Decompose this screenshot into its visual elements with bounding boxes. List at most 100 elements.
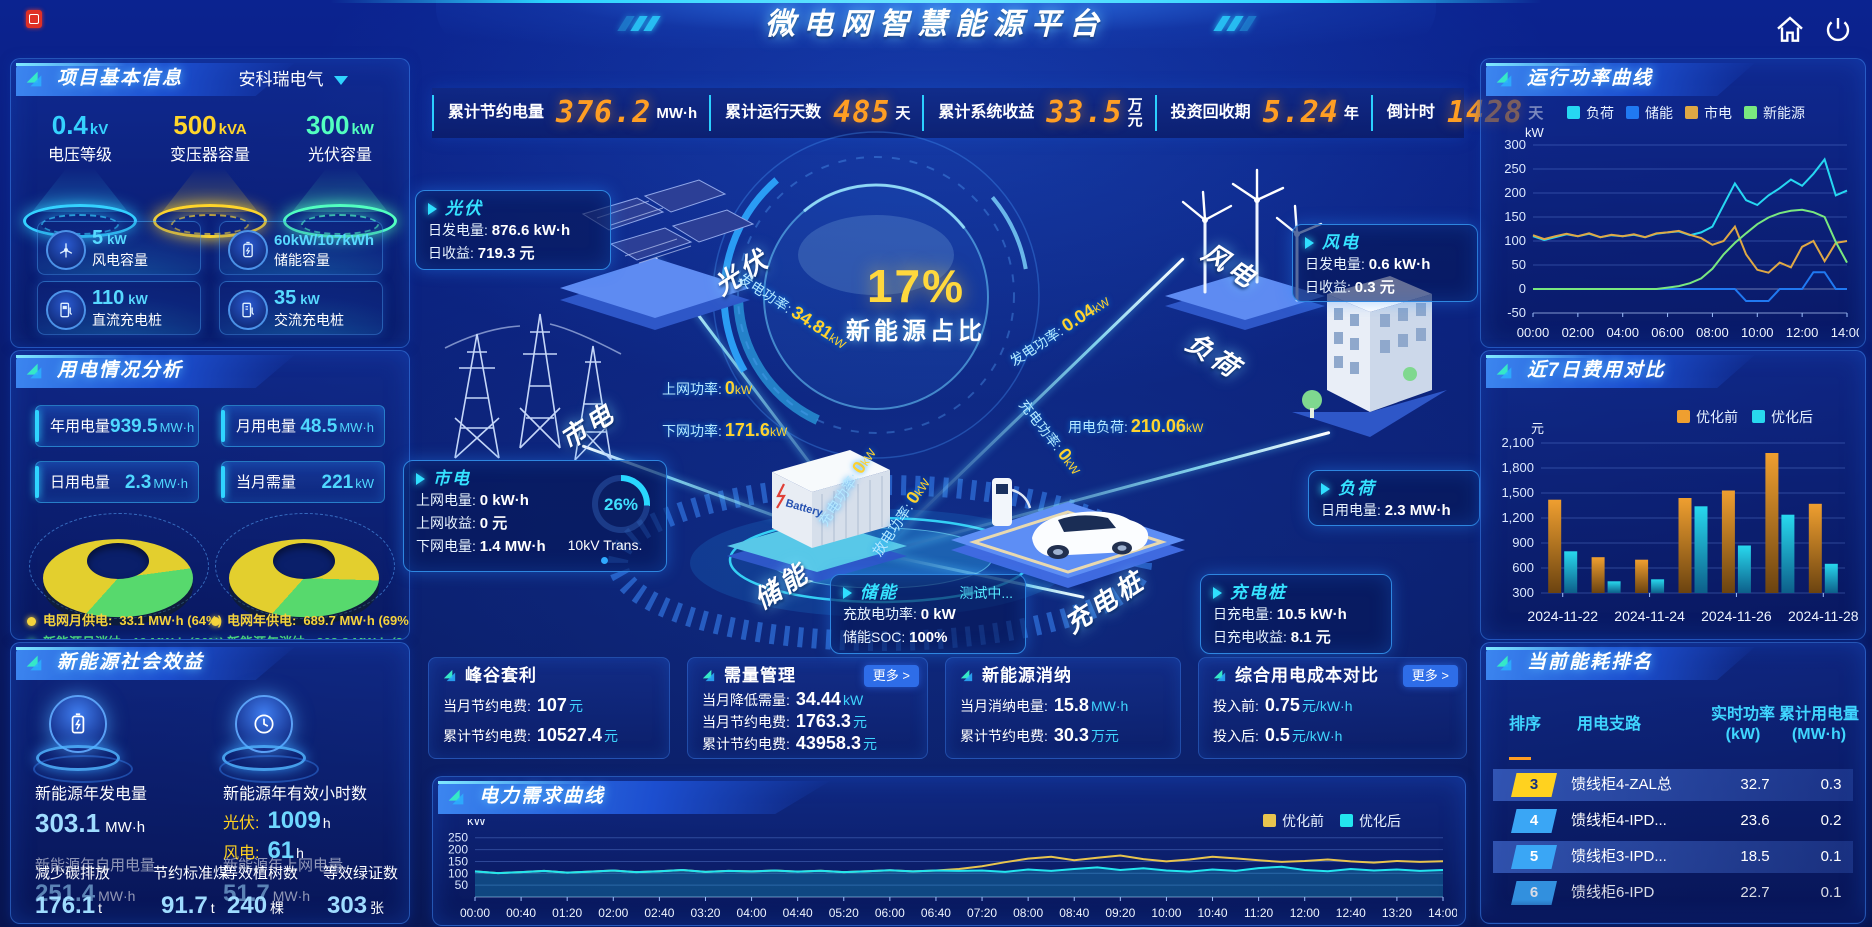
benefit-co2-unit: t bbox=[98, 900, 102, 916]
ghost-feed-in-unit: MW·h bbox=[272, 888, 311, 904]
benefit-gen-unit: MW·h bbox=[105, 819, 146, 836]
project-select[interactable]: 安科瑞电气 bbox=[203, 69, 383, 91]
info-box-title: 风电 bbox=[1322, 233, 1360, 252]
svg-text:300: 300 bbox=[1512, 585, 1534, 600]
card-title: 需量管理 bbox=[724, 666, 796, 685]
more-button[interactable]: 更多 > bbox=[863, 665, 919, 687]
legend-item[interactable]: 储能 bbox=[1626, 105, 1673, 121]
rank-badge: 6 bbox=[1511, 881, 1557, 905]
svg-text:2024-11-28: 2024-11-28 bbox=[1788, 608, 1859, 624]
svg-text:05:20: 05:20 bbox=[829, 906, 859, 920]
stat-unit: MW·h bbox=[339, 419, 374, 435]
svg-text:200: 200 bbox=[448, 843, 468, 857]
info-box-storage: 储能 测试中... 充放电功率: 0 kW 储能SOC: 100% bbox=[830, 574, 1026, 654]
card-label: 直流充电桩 bbox=[92, 312, 162, 328]
col-header-energy-unit: (MW·h) bbox=[1791, 726, 1847, 743]
capacity-card-wind: 5 kW 风电容量 bbox=[37, 221, 201, 275]
table-row[interactable]: 6 馈线柜6-IPD 22.7 0.1 bbox=[1493, 877, 1853, 909]
stat-value: 2.3 bbox=[124, 471, 152, 493]
svg-text:14:00: 14:00 bbox=[1831, 325, 1859, 340]
card-corner-icon bbox=[960, 669, 973, 682]
card-unit: kW bbox=[128, 292, 148, 307]
benefit-cert-label: 等效绿证数 bbox=[323, 865, 399, 882]
kpi-label: 倒计时 bbox=[1386, 104, 1435, 121]
more-button[interactable]: 更多 > bbox=[1402, 665, 1458, 687]
legend-item[interactable]: 优化前 bbox=[1263, 813, 1324, 829]
kpi-unit: MW·h bbox=[656, 104, 698, 122]
benefit-cert-unit: 张 bbox=[370, 900, 385, 916]
legend-dot bbox=[211, 616, 220, 626]
chevron-right-icon bbox=[428, 203, 437, 215]
kpi-value: 376.2 bbox=[556, 95, 652, 130]
ghost-feed-in-value: 51.7 bbox=[223, 880, 270, 907]
svg-text:09:20: 09:20 bbox=[1105, 906, 1135, 920]
benefit-cert-value: 303 bbox=[327, 892, 368, 919]
energy-cell: 0.3 bbox=[1820, 776, 1842, 793]
card-value: 5 bbox=[92, 227, 104, 249]
svg-text:08:00: 08:00 bbox=[1013, 906, 1043, 920]
card-renewable-consumption: 新能源消纳 当月消纳电量: 15.8 MW·h 累计节约电费: 30.3 万元 bbox=[945, 657, 1181, 759]
power-cell: 18.5 bbox=[1740, 848, 1770, 865]
panel-title: 项目基本信息 bbox=[57, 68, 184, 89]
stat-value: 939.5 bbox=[110, 415, 158, 437]
svg-text:150: 150 bbox=[448, 854, 468, 868]
panel-project-info: 项目基本信息 安科瑞电气 0.4 kV 电压等级 500 kVA 变压器容量 300… bbox=[10, 58, 410, 348]
flow-load-power: 用电负荷: 210.06kW bbox=[1068, 416, 1204, 436]
svg-text:1,800: 1,800 bbox=[1501, 460, 1534, 475]
power-icon[interactable] bbox=[1822, 14, 1854, 46]
energy-cell: 0.1 bbox=[1820, 884, 1842, 901]
benefit-coal-label: 节约标准煤 bbox=[153, 865, 229, 882]
svg-text:-50: -50 bbox=[1507, 305, 1526, 320]
legend-item[interactable]: 负荷 bbox=[1567, 105, 1614, 121]
col-header-power: 实时功率 bbox=[1710, 706, 1775, 723]
legend-item[interactable]: 优化前 bbox=[1677, 409, 1738, 425]
svg-text:100: 100 bbox=[1504, 233, 1526, 248]
legend-ne-year: 新能源年消纳: 303.8 MW·h (31%) bbox=[211, 635, 409, 639]
home-icon[interactable] bbox=[1774, 14, 1806, 46]
info-box-title: 光伏 bbox=[445, 199, 483, 218]
card-unit: kW bbox=[107, 232, 127, 247]
chevron-right-icon bbox=[416, 473, 425, 485]
pedestal-unit: kW bbox=[351, 121, 374, 138]
chevron-down-icon bbox=[333, 75, 348, 85]
power-legend: 负荷 储能 市电 新能源 bbox=[1567, 105, 1805, 121]
table-row[interactable]: 3 馈线柜4-ZAL总 32.7 0.3 bbox=[1493, 769, 1853, 801]
renewable-share-value: 17% bbox=[866, 260, 966, 312]
pedestal-value: 300 bbox=[306, 110, 350, 140]
battery-icon bbox=[228, 230, 268, 270]
power-cell: 32.7 bbox=[1740, 776, 1770, 793]
card-title: 峰谷套利 bbox=[465, 666, 537, 685]
pedestal-unit: kV bbox=[89, 121, 109, 138]
panel-power-curve: 运行功率曲线 负荷 储能 市电 新能源 -50 0 50 100 150 200 250 30… bbox=[1480, 58, 1866, 348]
svg-text:00:00: 00:00 bbox=[1517, 325, 1550, 340]
legend-item[interactable]: 市电 bbox=[1685, 105, 1732, 121]
panel-title: 用电情况分析 bbox=[57, 360, 184, 381]
legend-item[interactable]: 新能源 bbox=[1744, 105, 1805, 121]
table-row[interactable]: 4 馈线柜4-IPD... 23.6 0.2 bbox=[1493, 805, 1853, 837]
project-select-value: 安科瑞电气 bbox=[238, 70, 324, 89]
info-box-load: 负荷 日用电量: 2.3 MW·h bbox=[1308, 470, 1480, 526]
svg-text:11:20: 11:20 bbox=[1244, 906, 1273, 920]
card-corner-icon bbox=[443, 669, 456, 682]
benefit-wind-hours: 风电: 61 h bbox=[223, 839, 304, 864]
legend-dot bbox=[211, 638, 220, 639]
wind-turbine-icon bbox=[46, 230, 86, 270]
center-sphere bbox=[712, 131, 1040, 459]
info-box-title: 负荷 bbox=[1338, 479, 1376, 498]
pv-hours-unit: h bbox=[322, 815, 331, 831]
svg-text:10:00: 10:00 bbox=[1151, 906, 1181, 920]
kpi-unit: 万元 bbox=[1127, 97, 1143, 129]
stat-label: 月用电量 bbox=[236, 417, 297, 435]
svg-text:900: 900 bbox=[1512, 535, 1534, 550]
svg-text:200: 200 bbox=[1504, 185, 1526, 200]
legend-item[interactable]: 优化后 bbox=[1752, 409, 1813, 425]
legend-item[interactable]: 优化后 bbox=[1340, 813, 1401, 829]
table-row[interactable]: 5 馈线柜3-IPD... 18.5 0.1 bbox=[1493, 841, 1853, 873]
stat-month-demand: 当月需量 221 kW bbox=[221, 461, 385, 503]
renewable-share-label: 新能源占比 bbox=[846, 318, 986, 345]
kpi-label: 累计节约电量 bbox=[448, 104, 545, 121]
testing-badge: 测试中... bbox=[959, 585, 1013, 601]
stat-label: 年用电量 bbox=[50, 417, 111, 435]
pagination-dot bbox=[601, 557, 608, 564]
svg-text:600: 600 bbox=[1512, 560, 1534, 575]
